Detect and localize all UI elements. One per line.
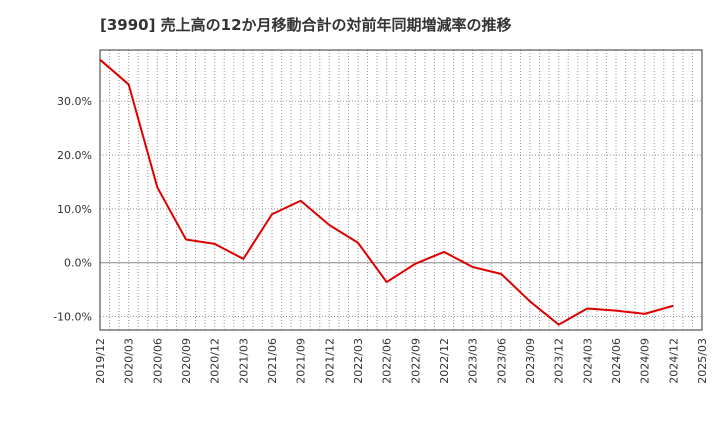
x-tick-label: 2022/09 — [409, 338, 422, 384]
x-tick-label: 2024/12 — [667, 338, 680, 384]
x-tick-label: 2020/03 — [123, 338, 136, 384]
y-tick-label: 30.0% — [57, 95, 92, 108]
x-tick-label: 2020/09 — [180, 338, 193, 384]
tick-label-layer: 30.0% 20.0% 10.0% 0.0% -10.0% 2019/12 2020/03 2… — [53, 95, 709, 384]
series-layer — [99, 58, 674, 326]
x-tick-label: 2021/09 — [295, 338, 308, 384]
x-tick-label: 2022/06 — [381, 338, 394, 384]
y-tick-label: 20.0% — [57, 149, 92, 162]
y-tick-label: 10.0% — [57, 203, 92, 216]
x-tick-label: 2024/09 — [639, 338, 652, 384]
x-tick-label: 2024/06 — [610, 338, 623, 384]
x-tick-label: 2020/12 — [209, 338, 222, 384]
chart-title: [3990] 売上高の12か月移動合計の対前年同期増減率の推移 — [100, 16, 512, 34]
x-tick-label: 2022/03 — [352, 338, 365, 384]
y-tick-label: 0.0% — [64, 257, 92, 270]
axis-layer — [99, 49, 703, 331]
x-tick-label: 2023/03 — [467, 338, 480, 384]
x-tick-label: 2021/03 — [237, 338, 250, 384]
x-tick-label: 2021/12 — [323, 338, 336, 384]
x-tick-label: 2023/09 — [524, 338, 537, 384]
x-tick-label: 2024/03 — [581, 338, 594, 384]
grid-layer — [100, 50, 702, 330]
x-tick-label: 2020/06 — [151, 338, 164, 384]
x-tick-label: 2022/12 — [438, 338, 451, 384]
x-tick-label: 2021/06 — [266, 338, 279, 384]
plot-frame — [99, 49, 703, 331]
y-tick-label: -10.0% — [53, 311, 92, 324]
x-tick-label: 2025/03 — [696, 338, 709, 384]
x-tick-label: 2023/06 — [495, 338, 508, 384]
x-tick-label: 2019/12 — [94, 338, 107, 384]
x-tick-label: 2023/12 — [553, 338, 566, 384]
